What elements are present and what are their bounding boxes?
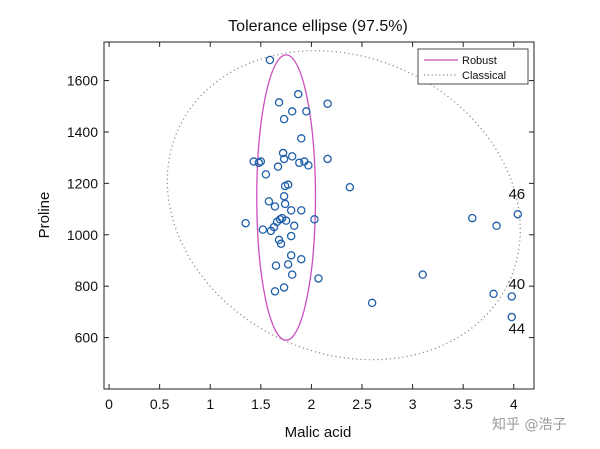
data-point-marker: [265, 55, 275, 65]
data-point-marker: [297, 254, 306, 264]
x-tick-label: 2: [308, 396, 316, 412]
x-tick-label: 2.5: [352, 396, 372, 412]
y-tick-label: 800: [75, 278, 99, 294]
y-tick-label: 1000: [67, 227, 98, 243]
x-axis-ticks: 0 0.5 1 1.5 2 2.5 3 3.5 4: [105, 42, 518, 412]
data-point-marker: [289, 221, 299, 231]
y-tick-label: 1600: [67, 73, 98, 89]
data-point-marker: [323, 154, 332, 164]
data-point-marker: [279, 114, 289, 124]
x-tick-label: 0: [105, 396, 113, 412]
chart-title: Tolerance ellipse (97.5%): [228, 18, 408, 35]
data-point-marker: [287, 152, 297, 161]
plot-area: [103, 41, 535, 390]
x-tick-label: 3: [409, 396, 417, 412]
data-point-marker: [468, 213, 477, 223]
point-annotation-40: 40: [508, 276, 525, 293]
data-point-marker: [258, 225, 268, 234]
x-tick-label: 1.5: [251, 396, 271, 412]
data-point-marker: [286, 206, 296, 215]
y-axis-label: Proline: [36, 192, 53, 239]
y-tick-label: 1400: [67, 124, 98, 140]
data-points: [241, 55, 523, 322]
data-point-marker: [261, 170, 271, 179]
y-axis-ticks: 600 800 1000 1200 1400 1600: [67, 73, 534, 346]
data-point-marker: [345, 182, 355, 192]
data-point-marker: [513, 209, 523, 219]
data-point-marker: [507, 292, 516, 301]
data-point-marker: [270, 202, 280, 211]
data-point-marker: [418, 270, 427, 279]
data-point-marker: [302, 107, 311, 116]
data-point-marker: [297, 134, 306, 143]
data-point-marker: [283, 180, 293, 189]
data-point-marker: [279, 154, 289, 164]
data-point-marker: [314, 274, 323, 283]
x-tick-label: 4: [510, 396, 518, 412]
data-point-marker: [286, 251, 296, 260]
x-tick-label: 3.5: [453, 396, 473, 412]
data-point-marker: [507, 312, 516, 322]
legend-robust-label: Robust: [462, 55, 497, 67]
robust-ellipse: [256, 54, 317, 341]
data-point-marker: [241, 218, 250, 228]
data-point-marker: [264, 197, 274, 206]
legend-classical-label: Classical: [462, 70, 506, 82]
data-point-marker: [276, 239, 286, 249]
data-point-marker: [297, 206, 306, 215]
data-point-marker: [275, 215, 285, 224]
data-point-marker: [492, 221, 501, 231]
x-axis-label: Malic acid: [285, 424, 352, 441]
data-point-marker: [274, 98, 284, 107]
y-tick-label: 1200: [67, 175, 98, 191]
watermark: 知乎 @浩子: [492, 416, 566, 433]
data-point-marker: [367, 298, 377, 308]
legend: Robust Classical: [417, 48, 529, 85]
point-annotation-44: 44: [508, 321, 525, 338]
data-point-marker: [256, 157, 266, 166]
data-point-marker: [294, 89, 303, 99]
data-point-marker: [271, 261, 281, 270]
point-annotations: 46 40 44: [508, 186, 525, 338]
data-point-marker: [266, 226, 276, 236]
point-annotation-46: 46: [508, 186, 525, 203]
y-tick-label: 600: [75, 330, 99, 346]
data-point-marker: [323, 99, 332, 108]
data-point-marker: [310, 215, 319, 224]
data-point-marker: [278, 148, 288, 158]
x-tick-label: 1: [206, 396, 214, 412]
data-point-marker: [280, 199, 290, 209]
x-tick-label: 0.5: [150, 396, 170, 412]
data-point-marker: [273, 162, 283, 171]
data-point-marker: [254, 158, 264, 168]
data-point-marker: [287, 270, 297, 279]
data-point-marker: [489, 289, 498, 299]
data-point-marker: [283, 260, 293, 269]
data-point-marker: [295, 158, 304, 168]
legend-box: [417, 48, 529, 85]
data-point-marker: [304, 161, 313, 170]
data-point-marker: [287, 107, 297, 116]
data-point-marker: [281, 216, 291, 225]
tolerance-ellipses: [166, 50, 521, 361]
data-point-marker: [279, 283, 289, 292]
data-point-marker: [286, 231, 296, 241]
data-point-marker: [270, 287, 280, 296]
